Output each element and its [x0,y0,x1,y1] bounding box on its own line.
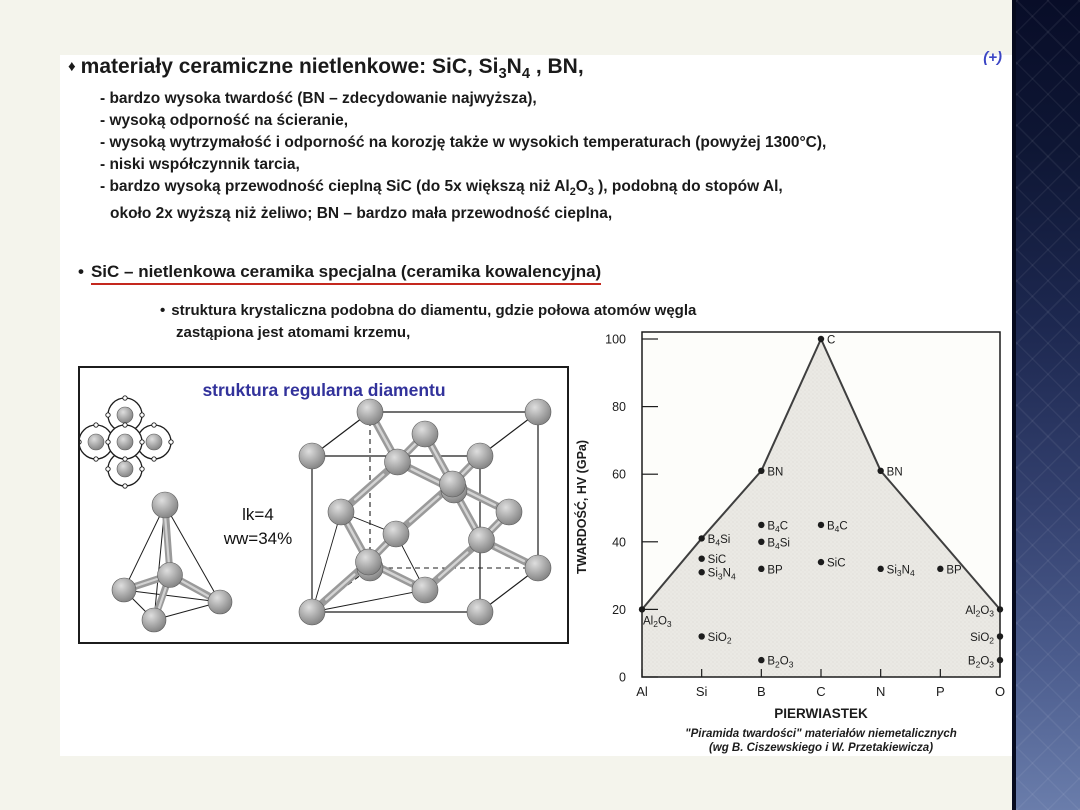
data-point-label: B4Si [767,537,790,551]
data-point [996,633,1004,640]
data-point [817,521,825,529]
data-point-label: Si3N4 [708,568,736,582]
data-point-label: Al2O3 [965,605,994,619]
list-item: - bardzo wysoka twardość (BN – zdecydowa… [100,90,537,107]
data-point [638,606,646,613]
hardness-pyramid-plot: 0 20 40 60 80 100 Al Si B C N P O C BN BN B4C B4C B4Si B4Si… [574,331,1005,754]
data-point [758,467,765,475]
background-pattern-strip [1012,0,1080,810]
data-point-label: SiC [708,554,727,566]
x-tick-label: B [757,684,766,699]
figure-title: struktura regularna diamentu [202,380,445,400]
coordination-annotation-line-2: ww=34% [223,529,293,548]
data-point [758,538,765,545]
sic-sub-line-2: zastąpiona jest atomami krzemu, [176,324,410,341]
data-point-label: BP [946,564,962,576]
coordination-annotation-line-1: lk=4 [242,505,274,524]
list-item: - niski współczynnik tarcia, [100,156,300,173]
figure-svg: struktura regularna diamentu [76,380,552,633]
data-point [698,633,705,640]
sic-heading-text: SiC – nietlenkowa ceramika specjalna (ce… [90,262,602,285]
y-tick-label: 20 [612,603,626,617]
data-point [758,565,765,573]
sic-sub-text-2: zastąpiona jest atomami krzemu, [176,324,411,341]
slide-title-text: materiały ceramiczne nietlenkowe: SiC, S… [80,55,584,83]
x-tick-label: Al [636,684,648,699]
data-point-label: BP [767,564,783,576]
slide-title: ♦ materiały ceramiczne nietlenkowe: SiC, … [68,55,584,83]
data-point [937,565,944,573]
y-tick-label: 60 [612,468,626,482]
data-point [758,656,765,664]
list-item: - bardzo wysoką przewodność cieplną SiC … [100,178,783,199]
sic-sub-text-1: struktura krystaliczna podobna do diamen… [171,302,697,319]
y-tick-label: 0 [619,671,626,685]
data-point [877,565,884,573]
data-point-label: BN [887,466,903,478]
hardness-chart-svg: 0 20 40 60 80 100 Al Si B C N P O C BN BN B4C B4C B4Si B4Si… [574,331,1005,754]
data-point-label: B4C [827,520,848,534]
list-item: około 2x wyższą niż żeliwo; BN – bardzo … [110,205,613,222]
plus-link[interactable]: (+) [983,49,1002,66]
data-point [817,335,825,343]
property-list: - bardzo wysoka twardość (BN – zdecydowa… [100,88,826,225]
x-axis-title: PIERWIASTEK [774,706,868,721]
data-point-label: SiO2 [708,632,732,646]
list-item: - wysoką wytrzymałość i odporność na kor… [100,134,827,151]
data-point-label: C [827,335,835,347]
data-point-label: SiO2 [970,632,994,646]
data-point [996,606,1004,613]
y-tick-label: 100 [605,333,626,347]
x-tick-label: Si [696,684,708,699]
data-point-label: BN [767,466,783,478]
y-tick-label: 80 [612,400,626,414]
data-point-label: B4Si [708,534,731,548]
data-point-label: B2O3 [968,656,994,670]
data-point-label: B2O3 [767,656,793,670]
diamond-unit-cell-drawing [298,398,552,626]
hardness-chart: 0 20 40 60 80 100 Al Si B C N P O C BN BN B4C B4C B4Si B4Si… [572,317,1012,757]
x-tick-label: N [876,684,885,699]
sic-section-heading: • SiC – nietlenkowa ceramika specjalna (c… [78,262,602,285]
pyramid-region [642,339,1000,677]
data-point [996,656,1004,664]
y-tick-label: 40 [612,535,626,549]
data-point [877,467,884,475]
data-point-label: Al2O3 [643,615,672,629]
diamond-bullet-icon: ♦ [68,58,76,75]
pyramid-envelope-line [641,336,1001,611]
data-point-label: B4C [767,520,788,534]
sic-sub-line-1: • struktura krystaliczna podobna do diame… [160,302,696,319]
data-point-label: Si3N4 [887,564,915,578]
dot-bullet-icon: • [78,262,84,281]
x-tick-label: C [816,684,825,699]
dot-bullet-icon: • [160,302,166,319]
tetrahedron-drawing [111,491,233,633]
x-tick-label: P [936,684,945,699]
y-axis-title: TWARDOŚĆ, HV (GPa) [574,440,589,574]
x-tick-label: O [995,684,1005,699]
chart-caption-line: "Piramida twardości" materiałów niemetal… [685,728,957,740]
diamond-structure-figure: struktura regularna diamentu [76,366,569,644]
slide-canvas: (+) ♦ materiały ceramiczne nietlenkowe: S… [60,49,1012,757]
data-point [698,555,705,562]
list-item: - wysoką odporność na ścieranie, [100,112,349,129]
data-point [698,569,705,576]
data-point [817,558,825,566]
data-point-label: SiC [827,558,846,570]
chart-caption-line: (wg B. Ciszewskiego i W. Przetakiewicza) [709,742,933,754]
data-point [698,535,705,542]
data-point [758,521,765,529]
atom-shell-cluster-drawing [76,395,174,489]
